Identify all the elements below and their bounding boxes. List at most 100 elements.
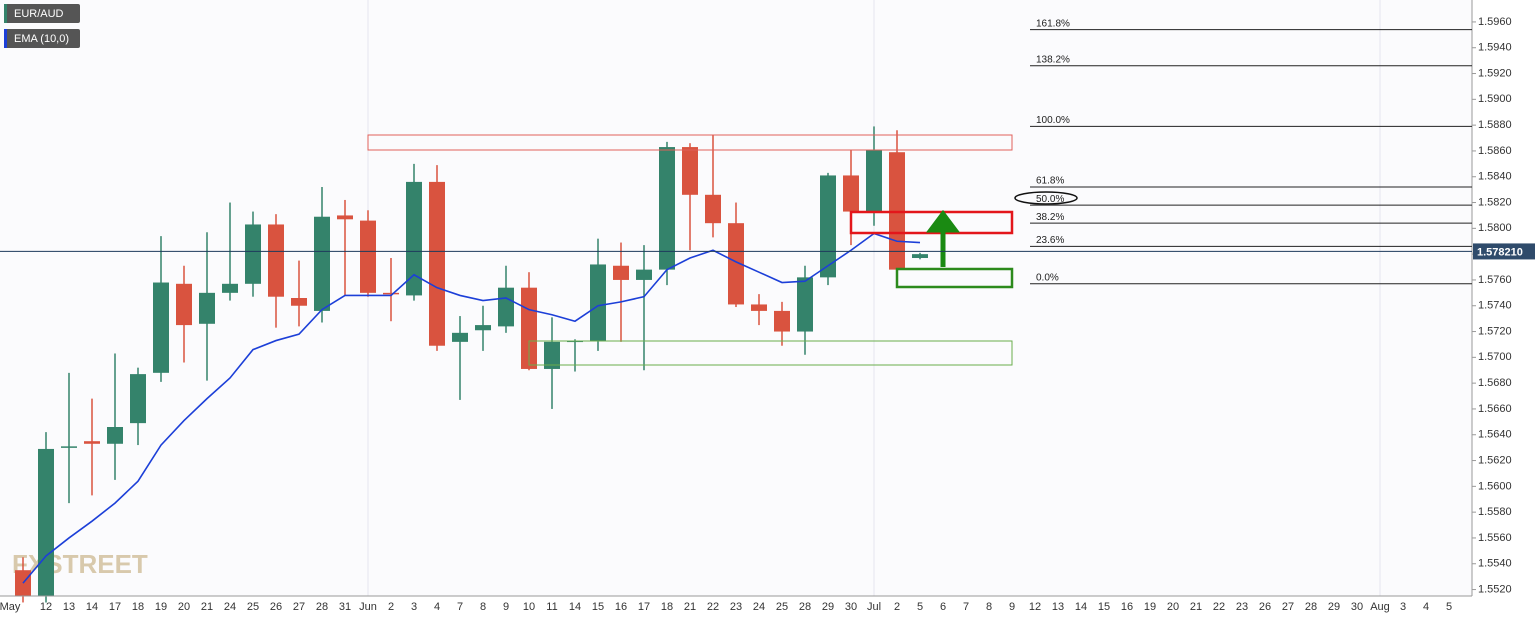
x-tick-label: 28 xyxy=(799,601,811,613)
legend-label: EMA (10,0) xyxy=(14,33,69,45)
fib-label: 138.2% xyxy=(1036,54,1070,65)
y-tick-label: 1.5940 xyxy=(1478,42,1512,54)
x-tick-label: 7 xyxy=(457,601,463,613)
x-tick-label: 21 xyxy=(1190,601,1202,613)
fib-label: 61.8% xyxy=(1036,176,1064,187)
x-tick-label: 14 xyxy=(86,601,98,613)
y-tick-label: 1.5800 xyxy=(1478,222,1512,234)
x-tick-label: 24 xyxy=(224,601,236,613)
x-tick-label: 9 xyxy=(503,601,509,613)
watermark: FXSTREET xyxy=(12,549,148,579)
candle-body xyxy=(774,310,790,332)
x-tick-label: 13 xyxy=(63,601,75,613)
x-tick-label: 7 xyxy=(963,601,969,613)
x-tick-label: 13 xyxy=(1052,601,1064,613)
y-tick-label: 1.5860 xyxy=(1478,145,1512,157)
x-tick-label: 27 xyxy=(1282,601,1294,613)
fib-label: 50.0% xyxy=(1036,194,1064,205)
y-tick-label: 1.5620 xyxy=(1478,454,1512,466)
candle-body xyxy=(176,283,192,326)
legend-swatch xyxy=(4,4,7,23)
y-tick-label: 1.5880 xyxy=(1478,119,1512,131)
y-tick-label: 1.5840 xyxy=(1478,171,1512,183)
target-zone xyxy=(849,210,1014,235)
fib-label: 161.8% xyxy=(1036,18,1070,29)
candle-body xyxy=(452,332,468,342)
candle-body xyxy=(728,223,744,305)
candle-body xyxy=(636,269,652,280)
fib-label: 0.0% xyxy=(1036,272,1059,283)
x-tick-label: Jun xyxy=(359,601,377,613)
x-tick-label: 9 xyxy=(1009,601,1015,613)
y-tick-label: 1.5600 xyxy=(1478,480,1512,492)
candle-body xyxy=(245,224,261,284)
candle-body xyxy=(498,287,514,327)
legend-box xyxy=(4,4,80,23)
candle-body xyxy=(153,282,169,373)
x-tick-label: 19 xyxy=(155,601,167,613)
candle-body xyxy=(314,216,330,311)
x-tick-label: 3 xyxy=(411,601,417,613)
fib-label: 38.2% xyxy=(1036,212,1064,223)
candle-body xyxy=(866,149,882,212)
y-tick-label: 1.5680 xyxy=(1478,377,1512,389)
x-tick-label: 3 xyxy=(1400,601,1406,613)
candle-body xyxy=(268,224,284,297)
y-tick-label: 1.5520 xyxy=(1478,583,1512,595)
candle-body xyxy=(659,147,675,270)
y-tick-label: 1.5560 xyxy=(1478,532,1512,544)
candle-body xyxy=(291,298,307,306)
y-tick-label: 1.5960 xyxy=(1478,16,1512,28)
candle-body xyxy=(406,181,422,296)
highlight-ellipse xyxy=(1014,191,1078,205)
x-tick-label: 11 xyxy=(546,601,557,613)
y-tick-label: 1.5700 xyxy=(1478,351,1512,363)
x-tick-label: 25 xyxy=(247,601,259,613)
x-tick-label: May xyxy=(0,601,21,613)
candle-body xyxy=(705,194,721,224)
x-tick-label: 10 xyxy=(523,601,535,613)
candle-body xyxy=(383,292,399,295)
x-tick-label: 28 xyxy=(316,601,328,613)
x-tick-label: 15 xyxy=(1098,601,1110,613)
x-tick-label: 2 xyxy=(894,601,900,613)
resistance-zone xyxy=(367,134,1013,151)
x-tick-label: 18 xyxy=(132,601,144,613)
candle-body xyxy=(544,341,560,369)
x-tick-label: 2 xyxy=(388,601,394,613)
x-tick-label: 22 xyxy=(1213,601,1225,613)
x-tick-label: Aug xyxy=(1370,601,1390,613)
candle-body xyxy=(222,283,238,293)
y-tick-label: 1.5760 xyxy=(1478,274,1512,286)
candle-body xyxy=(107,427,123,444)
x-tick-label: 25 xyxy=(776,601,788,613)
candle-body xyxy=(360,220,376,293)
y-tick-label: 1.5660 xyxy=(1478,403,1512,415)
x-tick-label: 6 xyxy=(940,601,946,613)
x-tick-label: 14 xyxy=(1075,601,1087,613)
x-tick-label: 27 xyxy=(293,601,305,613)
candle-body xyxy=(61,446,77,448)
arrow xyxy=(926,209,960,267)
candle-body xyxy=(475,325,491,331)
x-tick-label: 20 xyxy=(178,601,190,613)
candle-body xyxy=(84,441,100,444)
candle-body xyxy=(130,374,146,424)
x-tick-label: 5 xyxy=(917,601,923,613)
candle-body xyxy=(912,254,928,259)
x-tick-label: 30 xyxy=(1351,601,1363,613)
x-tick-label: 4 xyxy=(434,601,440,613)
ema-line xyxy=(22,232,921,584)
candle-body xyxy=(429,181,445,346)
candle-body xyxy=(751,304,767,311)
x-tick-label: 20 xyxy=(1167,601,1179,613)
x-tick-label: 19 xyxy=(1144,601,1156,613)
last-price-box xyxy=(1473,243,1535,260)
y-tick-label: 1.5740 xyxy=(1478,300,1512,312)
support-zone xyxy=(528,340,1013,366)
fib-label: 23.6% xyxy=(1036,235,1064,246)
x-tick-label: 21 xyxy=(684,601,696,613)
fib-label: 100.0% xyxy=(1036,115,1070,126)
y-tick-label: 1.5720 xyxy=(1478,325,1512,337)
x-tick-label: 16 xyxy=(615,601,627,613)
